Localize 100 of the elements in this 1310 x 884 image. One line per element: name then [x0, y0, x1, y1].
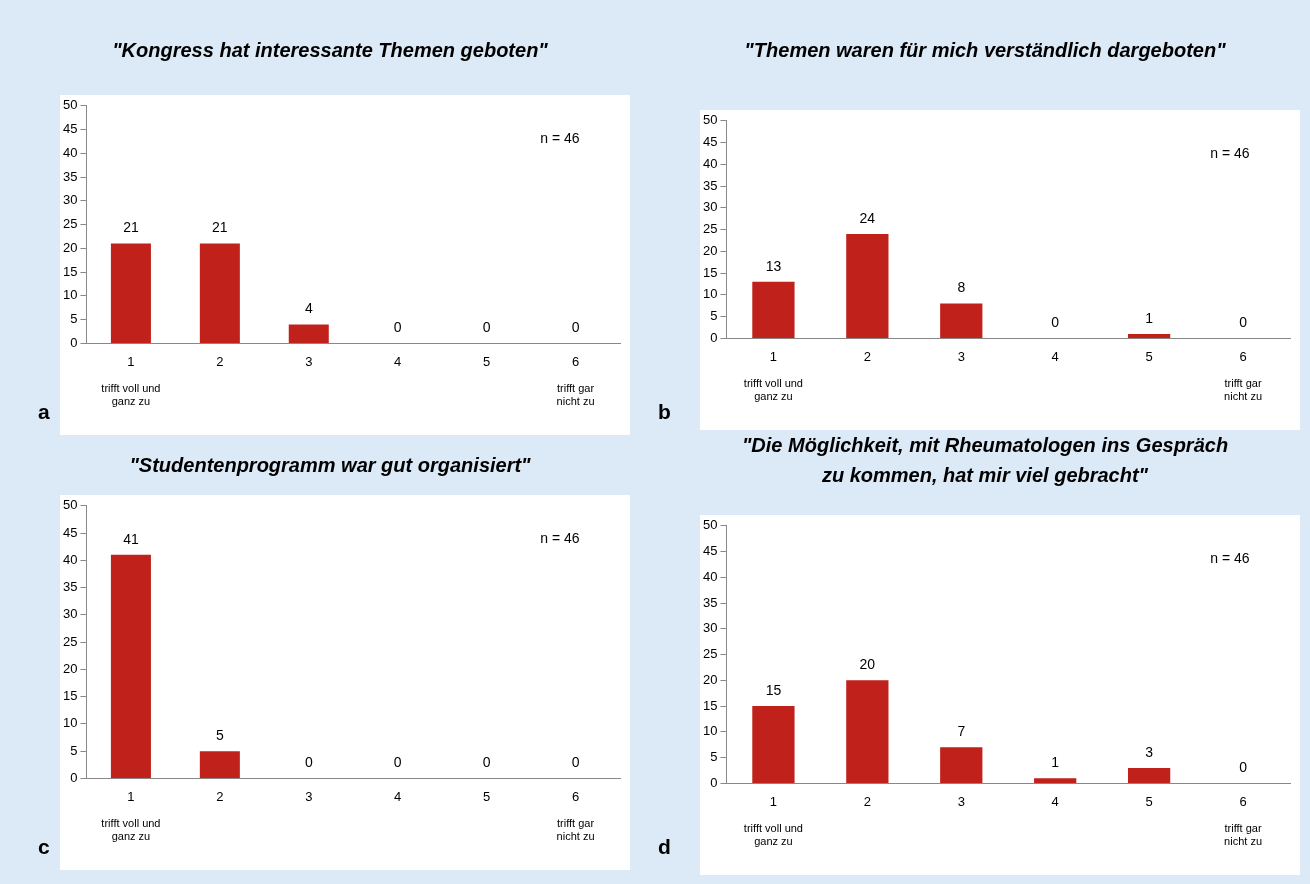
text: trifft voll und ganz zu [743, 821, 803, 847]
bar [752, 706, 795, 783]
y-tick-label: 35 [62, 168, 78, 184]
y-tick-label: 5 [70, 742, 78, 758]
bar [1127, 334, 1171, 338]
x-tick-label: 6 [571, 353, 580, 369]
x-tick-label: 6 [1239, 348, 1247, 364]
y-tick-label: 40 [62, 144, 78, 160]
annotation: n = 46 [1210, 144, 1250, 161]
x-tick-label: 2 [216, 788, 224, 804]
data-label: 15 [765, 681, 782, 698]
x-tick-label: 3 [957, 348, 965, 364]
y-tick-label: 0 [710, 774, 718, 790]
bar [1034, 778, 1077, 783]
y-tick-label: 30 [702, 620, 718, 636]
text: trifft voll und ganz zu [743, 376, 803, 402]
y-tick-label: 0 [710, 329, 718, 345]
data-label: 41 [123, 530, 139, 547]
y-tick-label: 10 [702, 286, 718, 302]
y-tick-label: 25 [62, 633, 78, 649]
y-tick-label: 25 [62, 216, 78, 232]
y-tick-label: 50 [702, 112, 718, 128]
y-tick-label: 40 [62, 551, 78, 567]
y-tick-label: 50 [702, 517, 718, 533]
bar [846, 680, 889, 783]
x-tick-label: 3 [305, 788, 313, 804]
data-label: 0 [571, 754, 580, 771]
y-tick-label: 30 [702, 199, 718, 215]
data-label: 3 [1145, 743, 1154, 760]
y-tick-label: 5 [710, 749, 718, 765]
y-tick-label: 10 [62, 287, 78, 303]
y-tick-label: 20 [62, 239, 78, 255]
text: d [658, 835, 671, 859]
data-label: 0 [1051, 314, 1060, 331]
text: trifft gar nicht zu [556, 816, 595, 842]
data-label: 5 [215, 727, 224, 743]
text: trifft voll und ganz zu [101, 816, 161, 842]
y-tick-label: 45 [702, 543, 718, 559]
y-tick-label: 30 [62, 606, 78, 622]
text: trifft voll und ganz zu [101, 381, 161, 407]
x-tick-label: 2 [863, 348, 871, 364]
x-tick-label: 5 [483, 788, 491, 804]
y-tick-label: 35 [702, 594, 718, 610]
y-tick-label: 20 [702, 242, 718, 258]
x-tick-label: 3 [305, 353, 313, 369]
text: c [38, 835, 50, 859]
x-tick-label: 1 [127, 353, 135, 369]
data-label: 21 [212, 219, 228, 236]
data-label: 1 [1051, 754, 1060, 771]
data-label: 0 [393, 754, 402, 771]
x-tick-label: 2 [216, 353, 224, 369]
data-label: 1 [1145, 309, 1154, 326]
text: a [38, 400, 50, 424]
y-tick-label: 45 [62, 524, 78, 540]
x-tick-label: 2 [863, 793, 871, 809]
bar [940, 747, 983, 783]
y-tick-label: 15 [62, 688, 78, 704]
text: b [658, 400, 671, 424]
y-tick-label: 35 [62, 579, 78, 595]
text: trifft gar nicht zu [1224, 821, 1262, 847]
y-tick-label: 50 [62, 497, 78, 513]
y-tick-label: 35 [702, 177, 718, 193]
text: trifft gar nicht zu [556, 381, 595, 407]
y-tick-label: 10 [62, 715, 78, 731]
y-tick-label: 15 [62, 263, 78, 279]
data-label: 0 [393, 319, 402, 336]
data-label: 0 [482, 319, 491, 336]
text: trifft gar nicht zu [1224, 376, 1262, 402]
y-tick-label: 40 [702, 568, 718, 584]
data-label: 21 [123, 219, 139, 236]
y-tick-label: 10 [702, 723, 718, 739]
x-tick-label: 5 [483, 353, 491, 369]
y-tick-label: 40 [702, 155, 718, 171]
x-tick-label: 1 [769, 793, 778, 809]
y-tick-label: 45 [702, 134, 718, 150]
x-tick-label: 3 [957, 793, 965, 809]
y-tick-label: 15 [702, 697, 718, 713]
bar [752, 281, 795, 338]
y-tick-label: 50 [62, 97, 78, 113]
data-label: 8 [957, 279, 966, 296]
x-tick-label: 4 [1051, 348, 1059, 364]
y-tick-label: 20 [702, 671, 718, 687]
x-tick-label: 1 [127, 788, 135, 804]
chart-title: "Studentenprogramm war gut organisiert" [128, 453, 532, 478]
x-tick-label: 6 [1239, 793, 1247, 809]
data-label: 20 [859, 656, 876, 673]
y-tick-label: 25 [702, 221, 718, 237]
x-tick-label: 5 [1145, 793, 1153, 809]
x-tick-label: 1 [769, 348, 778, 364]
chart-title: "Kongress hat interessante Themen geboten" [111, 38, 549, 63]
y-tick-label: 5 [710, 308, 718, 324]
y-tick-label: 25 [702, 646, 718, 662]
bar [940, 303, 983, 338]
data-label: 4 [304, 300, 313, 317]
data-label: 0 [1239, 759, 1248, 776]
x-tick-label: 4 [394, 788, 402, 804]
data-label: 13 [765, 257, 782, 274]
annotation: n = 46 [540, 129, 580, 146]
annotation: n = 46 [540, 529, 580, 546]
x-tick-label: 6 [571, 788, 580, 804]
